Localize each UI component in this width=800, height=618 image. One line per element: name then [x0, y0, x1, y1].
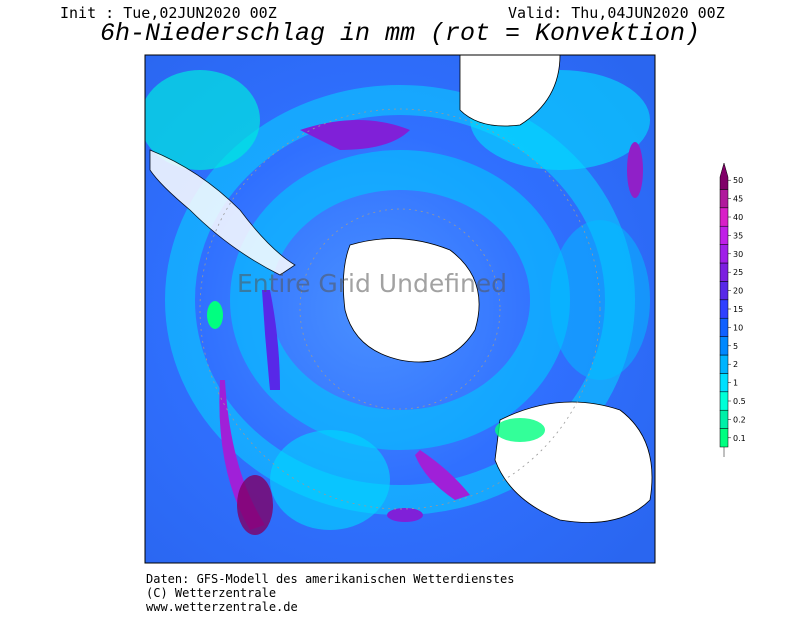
map-overlay-text: Entire Grid Undefined [237, 269, 507, 298]
legend-swatch [719, 299, 729, 319]
legend-swatch [719, 244, 729, 264]
legend-label: 20 [733, 287, 743, 296]
legend-swatch [719, 391, 729, 411]
map-frame [144, 54, 656, 564]
legend-label: 45 [733, 195, 743, 204]
footer-line: www.wetterzentrale.de [146, 600, 298, 614]
legend-swatch [719, 207, 729, 227]
legend-label: 1 [733, 379, 738, 388]
legend-swatch [719, 354, 729, 374]
footer: Daten: GFS-Modell des amerikanischen Wet… [146, 572, 514, 614]
legend-swatch [719, 317, 729, 337]
legend-swatch [719, 281, 729, 301]
footer-line: Daten: GFS-Modell des amerikanischen Wet… [146, 572, 515, 586]
init-time: Init : Tue,02JUN2020 00Z [60, 4, 277, 22]
legend-label: 35 [733, 231, 743, 240]
precip-field: Entire Grid Undefined [145, 55, 655, 563]
legend-swatch [719, 409, 729, 429]
legend-label: 5 [733, 342, 738, 351]
legend-label: 15 [733, 305, 743, 314]
footer-line: (C) Wetterzentrale [146, 586, 277, 600]
legend-swatch [719, 373, 729, 393]
legend-label: 10 [733, 323, 743, 332]
legend-swatch [719, 336, 729, 356]
legend-swatch [719, 262, 729, 282]
legend-swatch [719, 162, 729, 190]
legend-label: 0.5 [733, 397, 746, 406]
legend-label: 2 [733, 360, 738, 369]
legend-label: 50 [733, 176, 743, 185]
map-title: 6h-Niederschlag in mm (rot = Konvektion) [99, 19, 701, 48]
legend-swatch [719, 428, 729, 448]
legend-label: 30 [733, 250, 743, 259]
valid-time: Valid: Thu,04JUN2020 00Z [508, 4, 725, 22]
legend-label: 0.1 [733, 434, 746, 443]
legend-label: 0.2 [733, 415, 746, 424]
legend-swatch [719, 225, 729, 245]
legend-label: 25 [733, 268, 743, 277]
legend-swatch [719, 189, 729, 209]
legend-label: 40 [733, 213, 743, 222]
